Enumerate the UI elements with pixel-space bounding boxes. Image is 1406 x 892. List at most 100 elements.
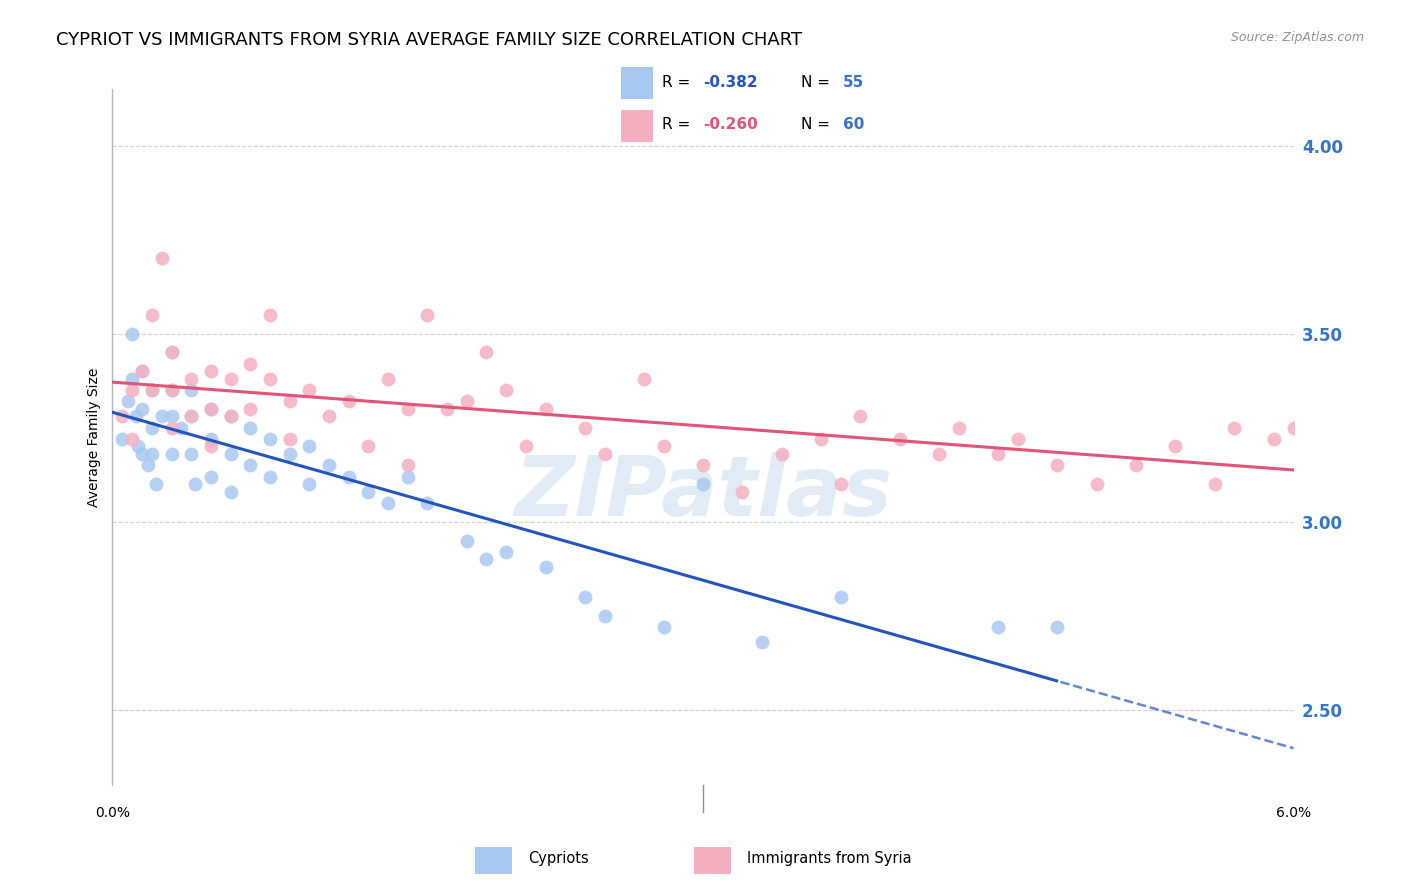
Point <box>830 590 852 604</box>
Point <box>298 440 321 454</box>
Point <box>121 326 143 341</box>
Point <box>731 484 754 499</box>
Point <box>849 409 872 424</box>
Point <box>180 409 202 424</box>
Text: -0.382: -0.382 <box>703 75 758 90</box>
Point <box>160 383 183 397</box>
Point <box>239 401 262 416</box>
FancyBboxPatch shape <box>693 847 731 874</box>
Text: N =: N = <box>801 75 835 90</box>
Point <box>219 409 242 424</box>
Text: 55: 55 <box>842 75 863 90</box>
Point <box>160 383 183 397</box>
Text: -0.260: -0.260 <box>703 118 758 132</box>
Point <box>574 590 596 604</box>
Text: 0.0%: 0.0% <box>96 806 129 821</box>
Text: N =: N = <box>801 118 835 132</box>
Point <box>987 620 1010 634</box>
Point <box>200 401 222 416</box>
Point <box>948 420 970 434</box>
Text: R =: R = <box>662 75 696 90</box>
Point <box>200 432 222 446</box>
Point <box>111 432 134 446</box>
Point <box>987 447 1010 461</box>
Point <box>180 372 202 386</box>
Point <box>278 432 301 446</box>
Point <box>170 420 193 434</box>
Point <box>117 394 139 409</box>
Point <box>219 484 242 499</box>
Point <box>278 394 301 409</box>
Point <box>810 432 832 446</box>
Point <box>180 447 202 461</box>
Point <box>456 533 478 548</box>
Point <box>770 447 793 461</box>
Point <box>121 383 143 397</box>
Point <box>633 372 655 386</box>
Point <box>121 432 143 446</box>
Text: Immigrants from Syria: Immigrants from Syria <box>747 851 911 866</box>
Point <box>111 409 134 424</box>
Point <box>692 458 714 473</box>
Point <box>200 364 222 378</box>
Point <box>337 469 360 483</box>
Point <box>219 372 242 386</box>
Point <box>692 477 714 491</box>
Point <box>534 401 557 416</box>
Point <box>1046 458 1069 473</box>
Point <box>125 409 148 424</box>
Point <box>830 477 852 491</box>
Point <box>318 458 340 473</box>
Text: ZIPatlas: ZIPatlas <box>515 452 891 533</box>
Point <box>145 477 167 491</box>
Point <box>318 409 340 424</box>
Point <box>200 401 222 416</box>
Point <box>180 409 202 424</box>
Point <box>141 420 163 434</box>
Text: CYPRIOT VS IMMIGRANTS FROM SYRIA AVERAGE FAMILY SIZE CORRELATION CHART: CYPRIOT VS IMMIGRANTS FROM SYRIA AVERAGE… <box>56 31 803 49</box>
Point <box>180 383 202 397</box>
Point <box>131 447 153 461</box>
Point <box>337 394 360 409</box>
Point <box>377 496 399 510</box>
Point <box>141 308 163 322</box>
Point <box>127 440 149 454</box>
Point <box>219 447 242 461</box>
Point <box>1223 420 1246 434</box>
Y-axis label: Average Family Size: Average Family Size <box>87 368 101 507</box>
Point <box>1085 477 1108 491</box>
FancyBboxPatch shape <box>475 847 512 874</box>
Point <box>593 447 616 461</box>
Point <box>357 484 380 499</box>
Point <box>141 383 163 397</box>
Point <box>160 409 183 424</box>
Point <box>928 447 950 461</box>
Point <box>1282 420 1305 434</box>
Point <box>239 420 262 434</box>
Point <box>239 458 262 473</box>
Point <box>219 409 242 424</box>
Point <box>652 440 675 454</box>
Text: 6.0%: 6.0% <box>1277 806 1310 821</box>
Point <box>200 440 222 454</box>
Point <box>160 345 183 359</box>
Text: Cypriots: Cypriots <box>529 851 589 866</box>
Point <box>1046 620 1069 634</box>
Point <box>160 447 183 461</box>
Point <box>475 552 498 566</box>
Point <box>278 447 301 461</box>
Point <box>141 447 163 461</box>
Point <box>1263 432 1285 446</box>
Point <box>416 496 439 510</box>
Point <box>889 432 911 446</box>
Point <box>574 420 596 434</box>
Point <box>534 559 557 574</box>
Point <box>456 394 478 409</box>
Point <box>259 469 281 483</box>
Point <box>495 383 517 397</box>
Point <box>436 401 458 416</box>
Text: 60: 60 <box>842 118 863 132</box>
Point <box>357 440 380 454</box>
Point <box>298 383 321 397</box>
Point <box>298 477 321 491</box>
